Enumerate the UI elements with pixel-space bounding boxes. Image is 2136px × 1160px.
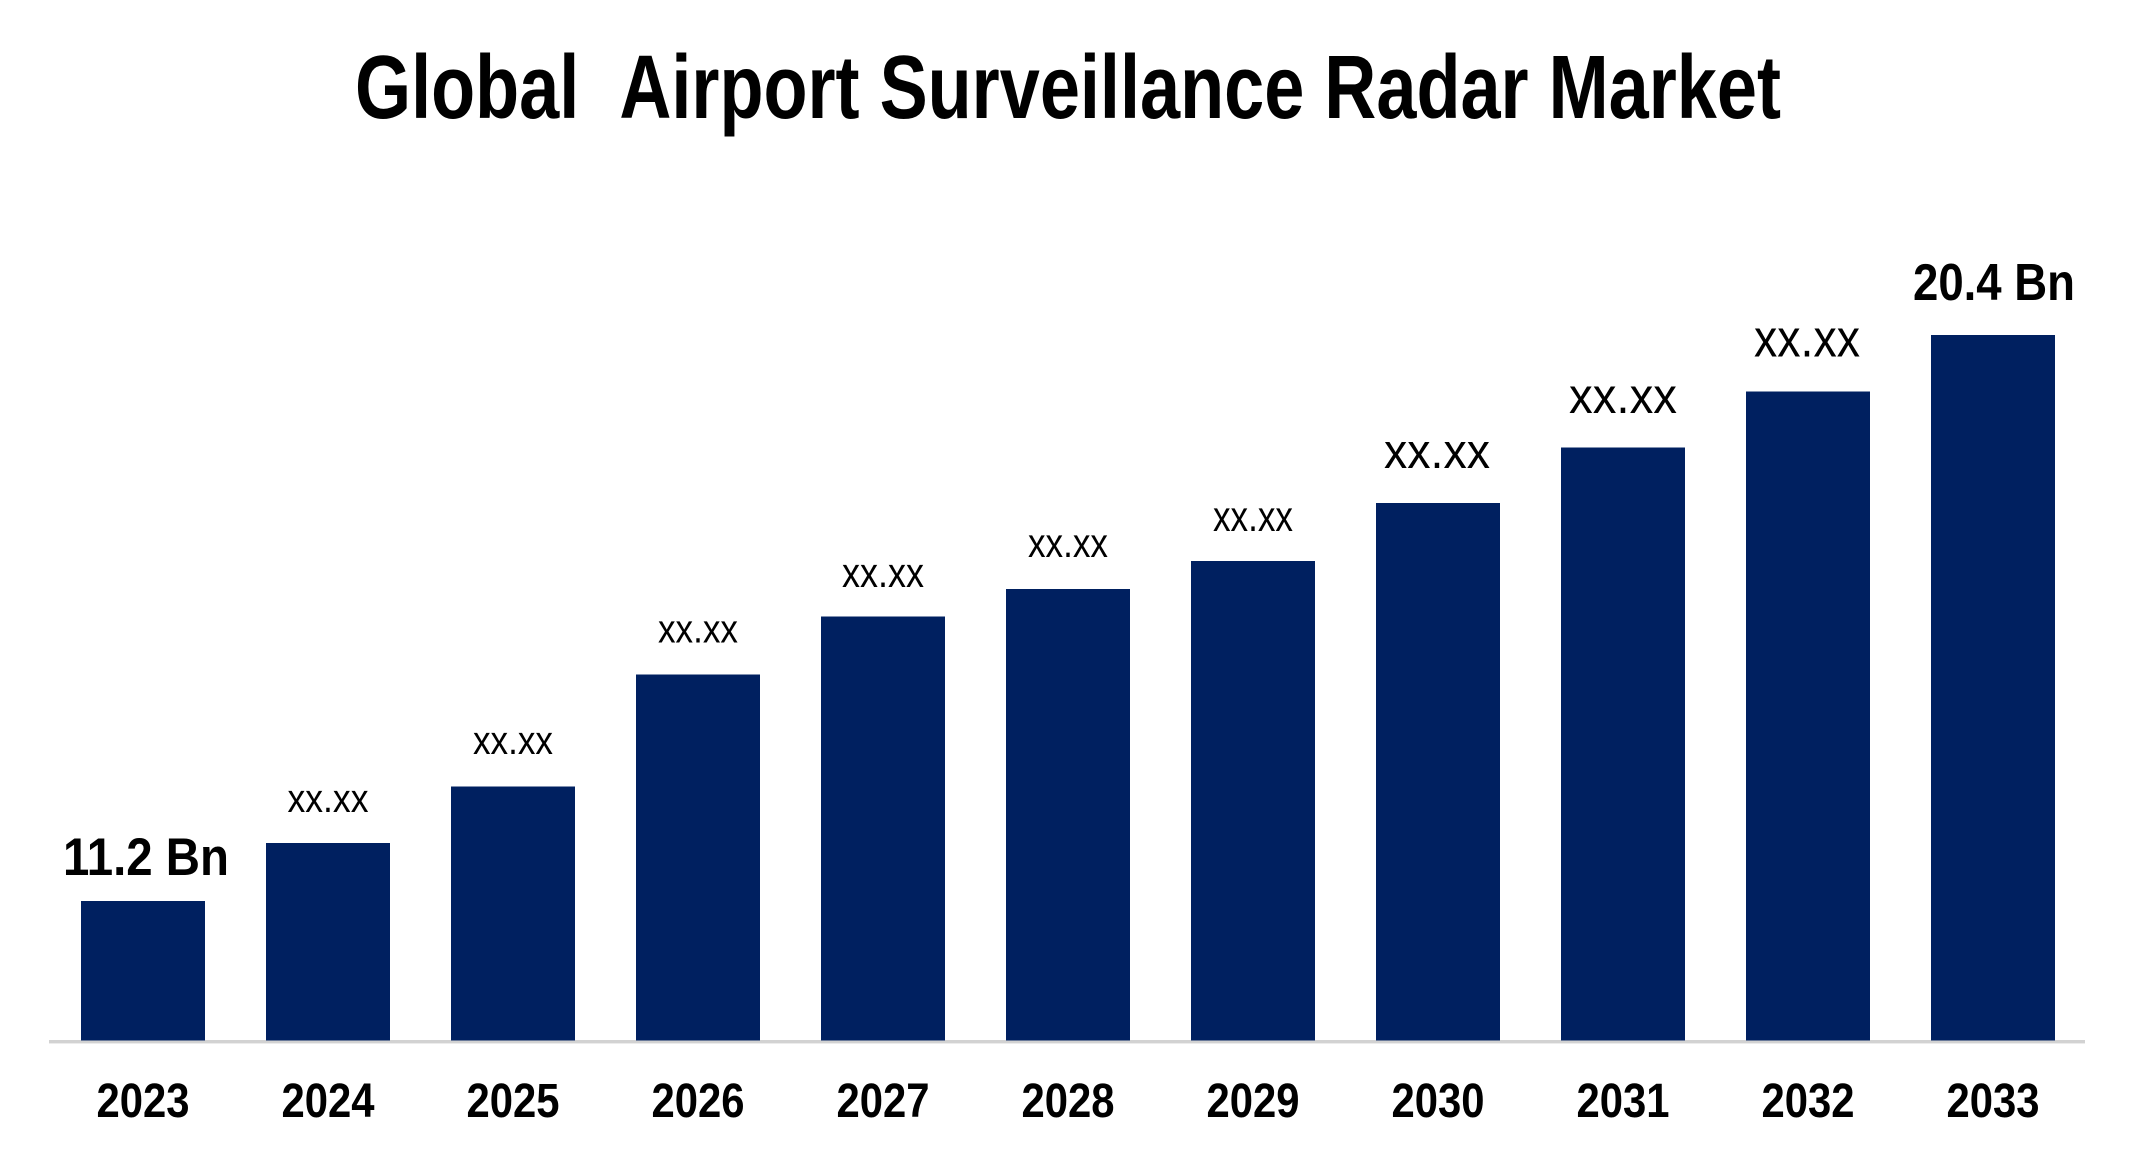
svg-text:xx.xx: xx.xx [658, 608, 738, 652]
svg-text:xx.xx: xx.xx [1028, 520, 1108, 566]
svg-text:2032: 2032 [1762, 1075, 1855, 1128]
svg-text:2028: 2028 [1022, 1075, 1115, 1128]
svg-text:2026: 2026 [652, 1075, 745, 1128]
svg-text:Global Airport Surveillance R: Global Airport Surveillance Radar Market [355, 38, 1781, 138]
svg-text:xx.xx: xx.xx [473, 719, 553, 763]
svg-text:xx.xx: xx.xx [1754, 310, 1860, 369]
svg-text:xx.xx: xx.xx [1384, 425, 1490, 479]
svg-text:2033: 2033 [1947, 1075, 2040, 1128]
svg-text:2029: 2029 [1207, 1075, 1300, 1128]
svg-text:2031: 2031 [1577, 1075, 1670, 1128]
svg-text:xx.xx: xx.xx [1213, 493, 1293, 541]
svg-text:2024: 2024 [282, 1075, 375, 1128]
svg-text:2030: 2030 [1392, 1075, 1485, 1128]
svg-text:20.4 Bn: 20.4 Bn [1913, 254, 2075, 312]
svg-text:11.2 Bn: 11.2 Bn [63, 828, 229, 887]
svg-text:2027: 2027 [837, 1075, 930, 1128]
svg-text:xx.xx: xx.xx [1569, 368, 1677, 424]
svg-text:2025: 2025 [467, 1075, 560, 1128]
svg-text:2023: 2023 [97, 1075, 190, 1128]
svg-text:xx.xx: xx.xx [842, 549, 924, 596]
svg-text:xx.xx: xx.xx [288, 777, 369, 821]
